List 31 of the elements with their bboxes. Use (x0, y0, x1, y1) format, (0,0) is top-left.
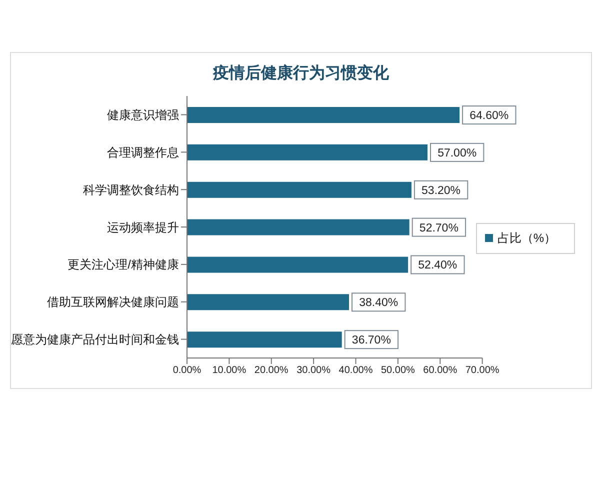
y-tick-label: 科学调整饮食结构 (83, 182, 179, 197)
bar (187, 107, 460, 123)
x-tick-label: 0.00% (172, 365, 202, 376)
chart-title: 疫情后健康行为习惯变化 (212, 63, 390, 84)
data-label: 36.70% (352, 334, 391, 347)
y-tick-label: 更关注心理/精神健康 (68, 258, 179, 272)
bar (187, 332, 342, 348)
x-tick-label: 20.00% (254, 365, 288, 376)
y-tick-label: 合理调整作息 (107, 145, 179, 160)
data-label: 38.40% (359, 297, 398, 310)
data-label: 53.20% (422, 184, 461, 197)
x-tick-label: 70.00% (465, 365, 500, 376)
y-tick-label: 健康意识增强 (107, 108, 179, 122)
y-tick-label: 运动频率提升 (107, 220, 179, 234)
legend-label: 占比（%） (497, 230, 556, 244)
x-tick-label: 40.00% (338, 365, 373, 376)
bar (187, 182, 412, 198)
data-label: 52.70% (419, 222, 458, 234)
bar (187, 219, 410, 236)
bar (187, 294, 350, 310)
data-label: 57.00% (438, 147, 477, 160)
data-label: 64.60% (470, 110, 509, 122)
x-tick-label: 30.00% (296, 365, 331, 376)
x-tick-label: 50.00% (380, 365, 416, 376)
y-tick-label: 借助互联网解决健康问题 (47, 295, 179, 310)
data-label: 52.40% (418, 260, 458, 272)
x-tick-label: 10.00% (212, 365, 246, 376)
x-tick-label: 60.00% (423, 365, 458, 376)
y-tick-label: 愿意为健康产品付出时间和金钱 (11, 332, 179, 347)
bar (187, 144, 428, 160)
bar (187, 256, 408, 273)
